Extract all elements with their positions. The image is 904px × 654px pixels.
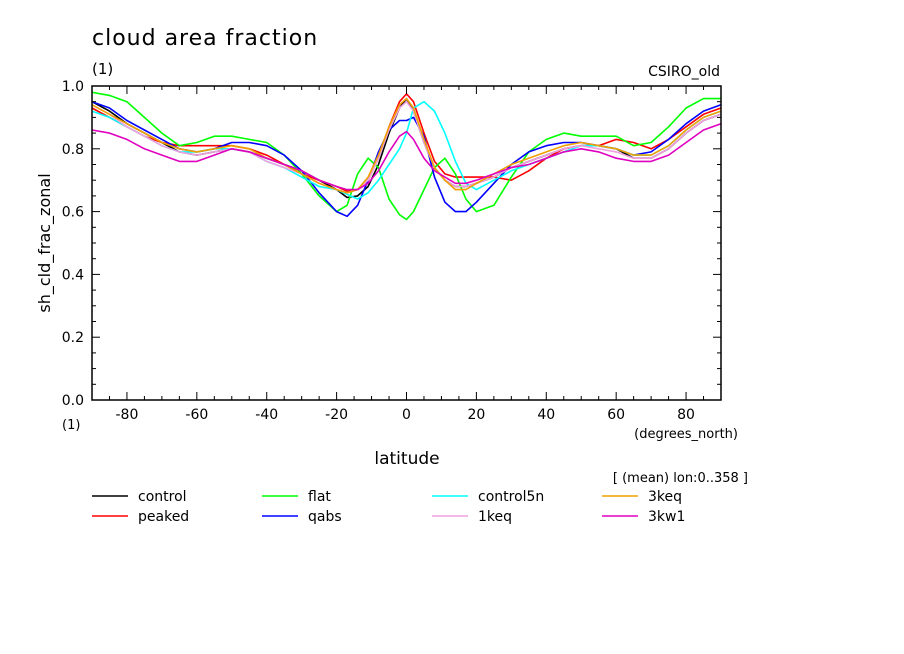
legend-label-3kw1: 3kw1 — [648, 509, 685, 525]
series-line-3kw1 — [91, 122, 722, 191]
y-tick-label: 0.8 — [62, 142, 84, 158]
series-line-3keq — [91, 97, 722, 194]
legend-label-peaked: peaked — [138, 509, 189, 525]
y-units-label: (1) — [62, 418, 80, 433]
legend-label-control: control — [138, 489, 187, 505]
y-tick-label: 0.4 — [62, 267, 84, 283]
legend-label-flat: flat — [308, 489, 331, 505]
x-tick-label: -20 — [325, 407, 348, 423]
x-tick-label: 40 — [537, 407, 555, 423]
series-line-1keq — [91, 100, 722, 194]
model-label: CSIRO_old — [648, 64, 720, 80]
x-tick-label: 20 — [467, 407, 485, 423]
x-tick-label: 0 — [402, 407, 411, 423]
x-axis-label: latitude — [374, 449, 439, 469]
legend-label-control5n: control5n — [478, 489, 544, 505]
chart-subtitle: [ (mean) lon:0..358 ] — [613, 471, 748, 486]
x-tick-label: -60 — [185, 407, 208, 423]
x-tick-label: -80 — [116, 407, 139, 423]
series-line-flat — [91, 91, 721, 221]
chart-title: cloud area fraction — [92, 26, 318, 51]
series-layer — [91, 91, 722, 221]
y-tick-label: 1.0 — [62, 79, 84, 95]
axis-layer: -80 -60 -40 -20 0 20 40 60 80 0.0 0.2 0.4 0.6 0.8 1.0 — [62, 79, 722, 423]
x-tick-label: -40 — [255, 407, 278, 423]
x-tick-label: 60 — [607, 407, 625, 423]
chart-units-label: (1) — [92, 60, 113, 78]
legend-label-qabs: qabs — [308, 509, 342, 525]
series-line-qabs — [91, 100, 722, 218]
x-tick-label: 80 — [677, 407, 695, 423]
legend-label-3keq: 3keq — [648, 489, 682, 505]
y-tick-label: 0.6 — [62, 205, 84, 221]
legend: control peaked flat qabs control5n 1keq 3keq 3k… — [92, 489, 685, 525]
series-line-control — [91, 97, 722, 199]
x-units-label: (degrees_north) — [634, 427, 738, 442]
y-tick-label: 0.2 — [62, 330, 84, 346]
legend-label-1keq: 1keq — [478, 509, 512, 525]
y-tick-label: 0.0 — [62, 393, 84, 409]
y-axis-label: sh_cld_frac_zonal — [35, 173, 55, 312]
